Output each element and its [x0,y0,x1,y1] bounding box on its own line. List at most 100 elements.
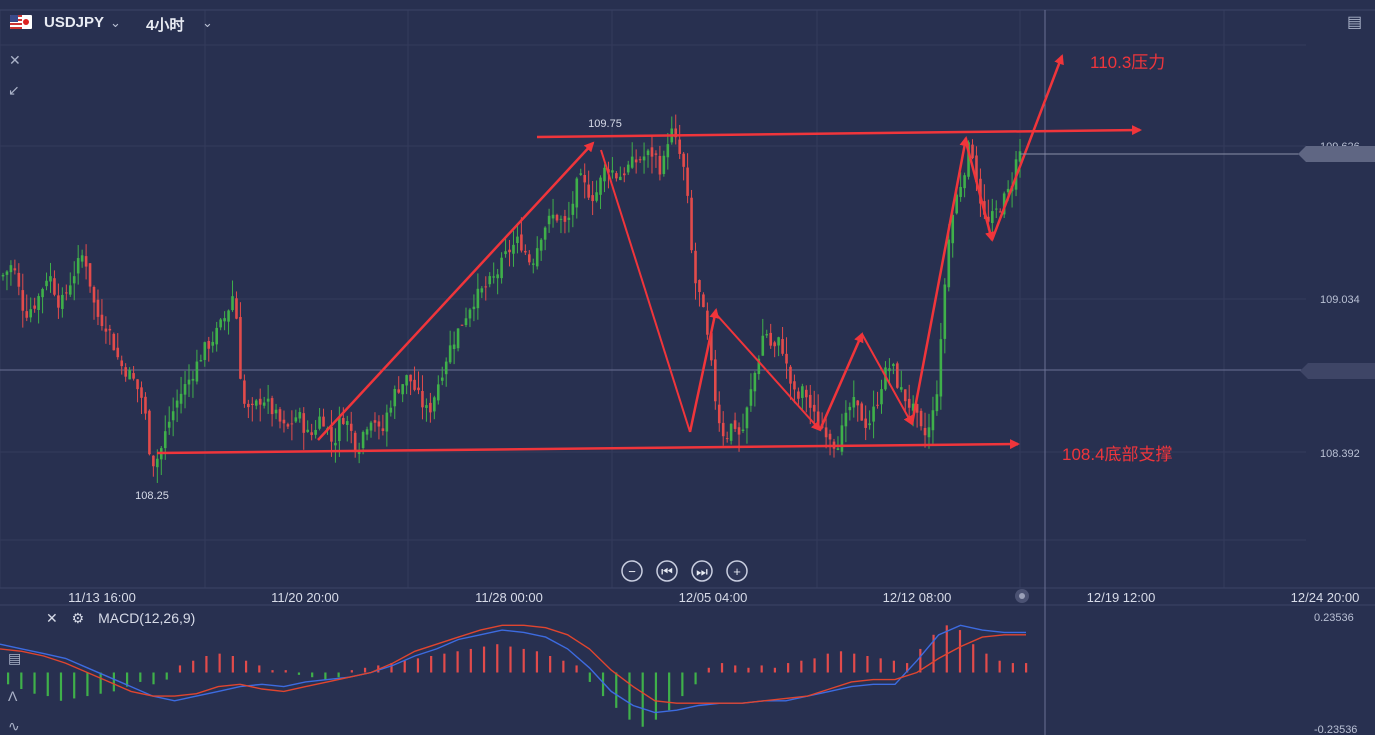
macd-histogram-bar [86,672,89,697]
jump-end-button[interactable] [691,560,713,582]
wave-icon[interactable]: ∿ [8,718,20,734]
candle-body [793,381,796,390]
candle-body [9,265,13,273]
candle-body [919,410,923,427]
candle-body [1002,193,1006,215]
current-price-badge [1298,146,1375,162]
candle-body [650,147,654,157]
candle-body [765,334,769,336]
macd-histogram-bar [773,667,777,673]
macd-histogram-bar [324,672,327,680]
candle-body [868,423,871,426]
candle-body [571,203,575,215]
candle-body [852,397,856,408]
jump-start-button[interactable] [656,560,678,582]
macd-histogram-bar [350,670,353,673]
candle-body [112,333,116,351]
candle-body [646,150,650,156]
candle-body [710,332,713,361]
macd-histogram-bar [337,672,340,678]
candle-body [824,427,828,438]
macd-histogram-bar [20,672,23,690]
candle-body [21,290,25,311]
candle-body [923,428,927,436]
gear-icon[interactable]: ⚙ [71,610,85,626]
candle-body [737,427,741,435]
macd-histogram-bar [972,644,975,673]
candle-body [555,214,559,221]
candle-body [911,403,915,411]
macd-histogram-bar [311,672,314,678]
indicator-icon[interactable]: ▤ [8,650,22,666]
macd-histogram-bar [139,672,142,682]
price-tick-label: 108.392 [1320,448,1360,460]
macd-histogram-bar [205,655,208,673]
chevron-down-icon[interactable]: ⌄ [110,15,121,30]
candle-body [389,407,393,413]
macd-histogram-bar [734,665,737,673]
symbol-selector[interactable]: USDJPY [44,14,105,31]
zoom-in-button[interactable] [726,560,748,582]
candle-body [13,268,17,271]
candle-body [630,156,634,168]
collapse-icon[interactable]: ↙ [8,82,20,98]
candle-body [706,310,709,335]
candle-body [334,442,337,446]
candle-body [733,420,737,429]
candle-body [417,387,420,391]
candle-body [840,425,844,452]
layout-panel-icon[interactable]: ▤ [1347,14,1363,31]
drawing-tool-icon[interactable]: Λ [8,688,18,704]
chevron-down-icon[interactable]: ⌄ [202,15,213,30]
candle-body [163,431,167,449]
candle-body [148,410,151,455]
candle-body [563,216,567,222]
candle-body [615,173,618,179]
macd-histogram-bar [681,672,684,697]
candle-body [480,288,484,293]
candle-body [223,318,226,322]
candle-body [963,175,966,189]
candle-body [880,389,883,405]
candle-body [104,328,108,332]
candle-body [171,411,175,421]
candle-body [116,347,120,358]
macd-histogram-bar [879,658,882,673]
candle-body [860,403,864,421]
candle-body [504,251,507,255]
candle-body [433,397,436,412]
candle-body [100,314,104,326]
candle-body [785,353,788,364]
close-icon[interactable]: ✕ [9,52,21,68]
zoom-out-button[interactable] [621,560,643,582]
candle-body [425,405,428,408]
candle-body [211,341,215,346]
candle-body [239,317,242,379]
candle-body [654,153,658,155]
candle-body [622,173,626,176]
candle-body [998,211,1002,213]
candle-body [769,332,772,346]
candle-body [17,272,21,287]
candle-body [361,431,365,449]
candle-body [262,402,266,406]
macd-histogram-bar [522,648,525,673]
jump-end-button-icon: ⏭ [696,564,708,579]
candle-body [167,421,171,428]
macd-top-label: 0.23536 [1314,612,1354,624]
candle-body [634,159,638,163]
candle-body [203,342,207,361]
close-icon[interactable]: ✕ [46,610,58,626]
candle-body [896,363,899,388]
candle-body [460,324,464,326]
candle-body [626,164,630,173]
candle-body [254,400,258,406]
candle-body [694,250,697,284]
candle-body [45,280,48,287]
candle-body [429,402,432,413]
macd-histogram-bar [641,672,644,727]
timeframe-selector[interactable]: 4小时 [146,17,185,34]
time-tick-label: 11/28 00:00 [475,590,543,605]
candle-body [773,342,776,347]
macd-histogram-bar [919,648,922,673]
